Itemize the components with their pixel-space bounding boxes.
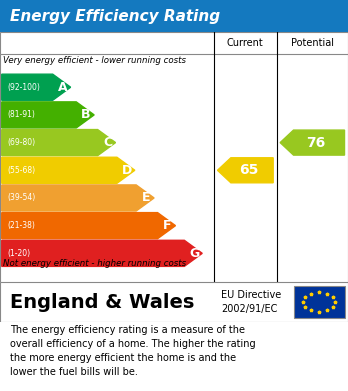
Text: 65: 65 — [239, 163, 259, 177]
Text: (55-68): (55-68) — [7, 166, 35, 175]
Polygon shape — [2, 157, 135, 183]
Text: EU Directive
2002/91/EC: EU Directive 2002/91/EC — [221, 291, 281, 314]
Text: B: B — [81, 108, 91, 122]
Text: (39-54): (39-54) — [7, 194, 35, 203]
Text: C: C — [103, 136, 112, 149]
Text: Very energy efficient - lower running costs: Very energy efficient - lower running co… — [3, 56, 187, 65]
Text: F: F — [163, 219, 172, 232]
Text: E: E — [142, 192, 150, 204]
Polygon shape — [280, 130, 345, 155]
Text: A: A — [58, 81, 68, 94]
Polygon shape — [2, 185, 154, 211]
Polygon shape — [2, 213, 175, 239]
Polygon shape — [218, 158, 273, 183]
Polygon shape — [2, 240, 202, 266]
Text: G: G — [189, 247, 199, 260]
Text: The energy efficiency rating is a measure of the
overall efficiency of a home. T: The energy efficiency rating is a measur… — [10, 325, 256, 377]
Text: (21-38): (21-38) — [7, 221, 35, 230]
Text: Energy Efficiency Rating: Energy Efficiency Rating — [10, 9, 221, 23]
Text: D: D — [122, 164, 132, 177]
Polygon shape — [2, 74, 71, 100]
Polygon shape — [2, 102, 94, 128]
Text: (81-91): (81-91) — [7, 110, 35, 119]
Text: Potential: Potential — [291, 38, 334, 48]
Text: (92-100): (92-100) — [7, 83, 40, 92]
Text: Not energy efficient - higher running costs: Not energy efficient - higher running co… — [3, 259, 187, 268]
Text: 76: 76 — [306, 136, 325, 150]
Text: (69-80): (69-80) — [7, 138, 35, 147]
Text: England & Wales: England & Wales — [10, 292, 195, 312]
FancyBboxPatch shape — [294, 286, 345, 318]
Text: (1-20): (1-20) — [7, 249, 30, 258]
Polygon shape — [2, 129, 116, 156]
Text: Current: Current — [227, 38, 264, 48]
